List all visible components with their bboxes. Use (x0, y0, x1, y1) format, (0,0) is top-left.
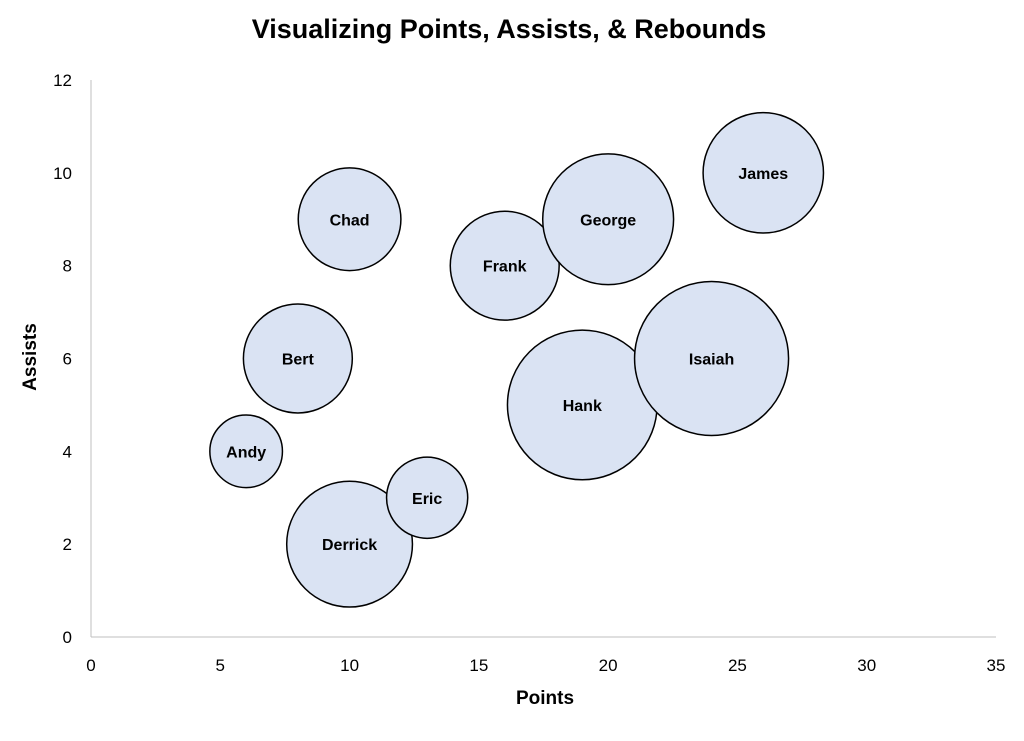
y-tick-label: 12 (53, 71, 72, 90)
bubble-hank: Hank (506, 329, 658, 481)
y-tick-label: 0 (63, 628, 72, 647)
x-tick-label: 0 (86, 656, 95, 675)
bubble-george: George (541, 153, 675, 286)
y-tick-label: 4 (63, 442, 72, 461)
bubble-james: James (702, 111, 825, 234)
bubble-mark (385, 456, 469, 540)
bubbles: Andy Bert Chad Derrick Eric Frank George Hank Is… (209, 111, 825, 608)
y-tick-label: 8 (63, 257, 72, 276)
bubble-frank: Frank (449, 210, 560, 321)
bubble-mark (242, 303, 354, 414)
bubble-mark (702, 111, 825, 234)
bubble-mark (449, 210, 560, 321)
bubble-label: Isaiah (689, 352, 734, 369)
bubble-mark (297, 167, 402, 272)
x-tick-label: 10 (340, 656, 359, 675)
bubble-label: George (580, 212, 636, 229)
x-tick-label: 25 (728, 656, 747, 675)
y-tick-label: 6 (63, 350, 72, 369)
bubble-label: Eric (412, 491, 442, 508)
x-tick-label: 35 (987, 656, 1006, 675)
y-tick-label: 10 (53, 164, 72, 183)
bubble-label: Andy (226, 444, 266, 461)
bubble-label: James (738, 166, 788, 183)
bubble-andy: Andy (209, 414, 284, 489)
bubble-mark (285, 480, 414, 608)
bubble-isaiah: Isaiah (633, 280, 790, 437)
x-tick-label: 5 (216, 656, 225, 675)
x-tick-label: 30 (857, 656, 876, 675)
bubble-label: Bert (282, 352, 315, 369)
bubble-label: Derrick (322, 537, 377, 554)
bubble-mark (541, 153, 675, 286)
x-axis-title: Points (515, 688, 575, 709)
axes (90, 80, 996, 638)
chart-title: Visualizing Points, Assists, & Rebounds (251, 14, 767, 44)
x-tick-label: 15 (469, 656, 488, 675)
bubble-bert: Bert (242, 303, 354, 414)
y-tick-label: 2 (63, 535, 72, 554)
bubble-mark (633, 280, 790, 437)
x-tick-label: 20 (599, 656, 618, 675)
bubble-label: Chad (330, 212, 370, 229)
bubble-label: Frank (483, 259, 527, 276)
bubble-label: Hank (563, 398, 602, 415)
bubble-eric: Eric (385, 456, 469, 540)
bubble-derrick: Derrick (285, 480, 414, 608)
bubble-chad: Chad (297, 167, 402, 272)
tick-labels: 0 5 10 15 20 25 30 35 0 2 4 6 8 10 12 (53, 71, 1005, 675)
bubble-mark (209, 414, 284, 489)
